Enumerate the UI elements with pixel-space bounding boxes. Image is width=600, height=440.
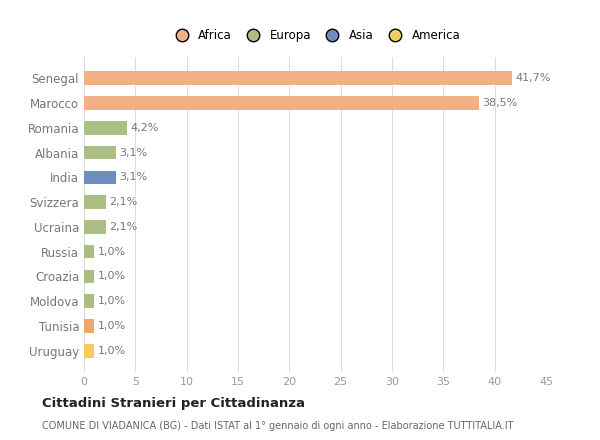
Text: 2,1%: 2,1%: [109, 197, 137, 207]
Legend: Africa, Europa, Asia, America: Africa, Europa, Asia, America: [166, 26, 464, 45]
Text: 1,0%: 1,0%: [97, 271, 125, 282]
Text: 1,0%: 1,0%: [97, 296, 125, 306]
Bar: [84, 96, 479, 110]
Text: 41,7%: 41,7%: [515, 73, 551, 83]
Text: 1,0%: 1,0%: [97, 247, 125, 257]
Text: 38,5%: 38,5%: [482, 98, 518, 108]
Bar: [84, 245, 94, 258]
Bar: [84, 294, 94, 308]
Bar: [84, 319, 94, 333]
Text: Cittadini Stranieri per Cittadinanza: Cittadini Stranieri per Cittadinanza: [42, 397, 305, 410]
Text: 1,0%: 1,0%: [97, 321, 125, 331]
Text: 4,2%: 4,2%: [130, 123, 158, 133]
Bar: [84, 220, 106, 234]
Bar: [84, 71, 512, 85]
Bar: [84, 121, 127, 135]
Bar: [84, 270, 94, 283]
Bar: [84, 344, 94, 357]
Bar: [84, 195, 106, 209]
Bar: [84, 171, 116, 184]
Text: COMUNE DI VIADANICA (BG) - Dati ISTAT al 1° gennaio di ogni anno - Elaborazione : COMUNE DI VIADANICA (BG) - Dati ISTAT al…: [42, 421, 514, 431]
Bar: [84, 146, 116, 159]
Text: 3,1%: 3,1%: [119, 172, 147, 182]
Text: 2,1%: 2,1%: [109, 222, 137, 232]
Text: 1,0%: 1,0%: [97, 346, 125, 356]
Text: 3,1%: 3,1%: [119, 147, 147, 158]
